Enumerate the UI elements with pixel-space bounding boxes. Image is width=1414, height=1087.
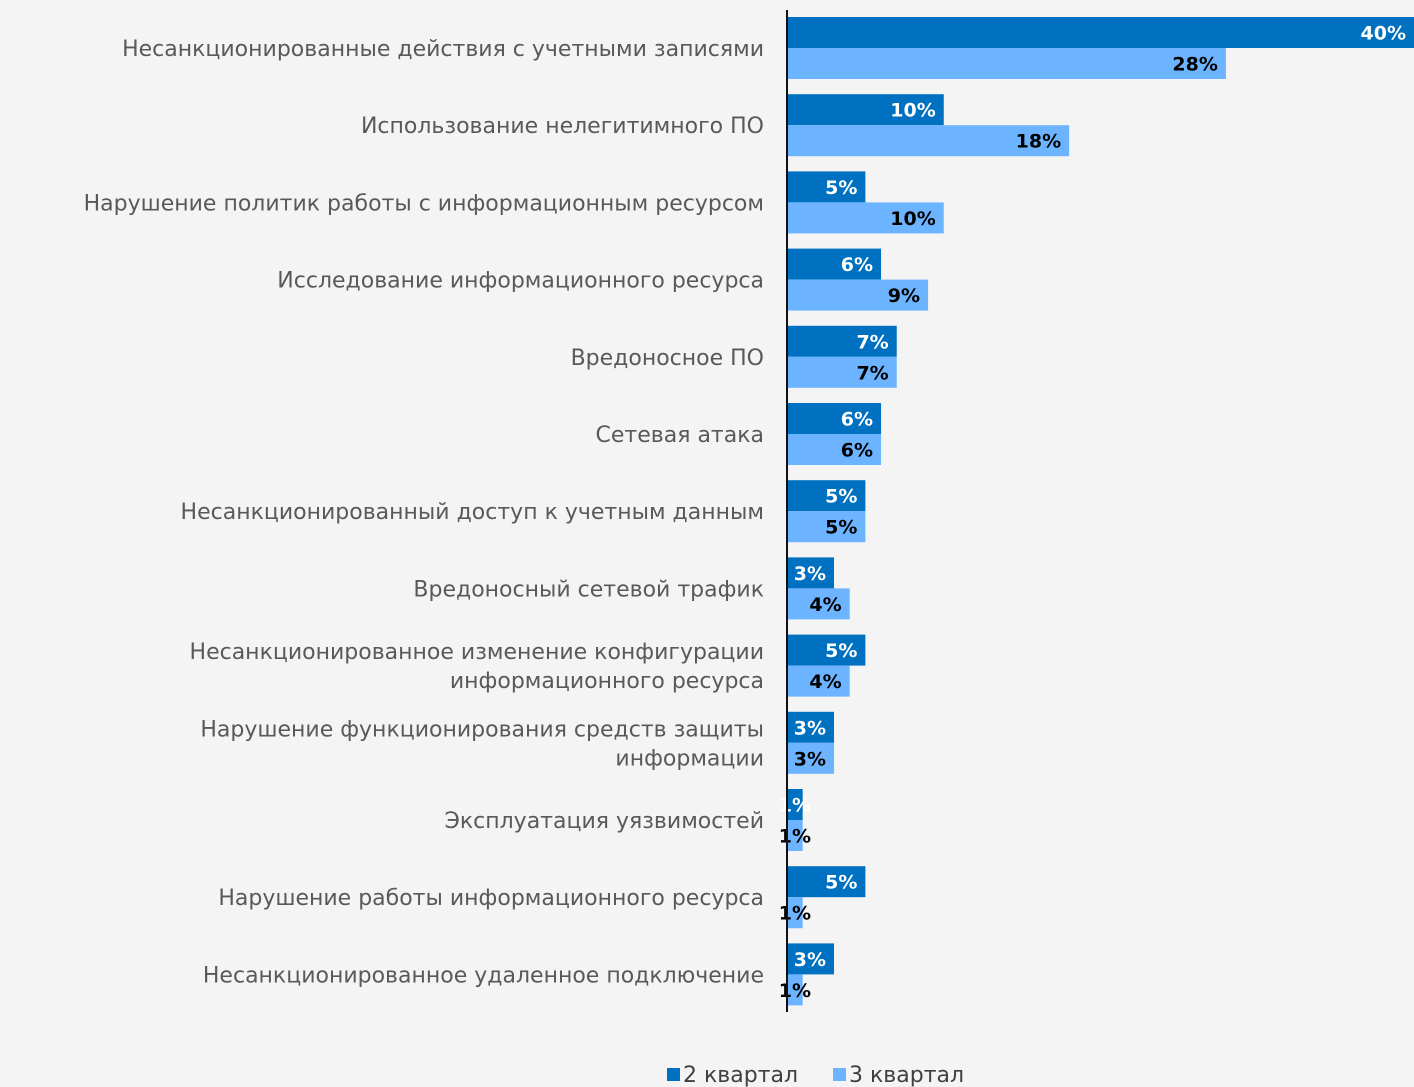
value-label: 6% [841,409,873,431]
value-label: 1% [779,980,811,1002]
legend-swatch [667,1068,680,1081]
category-label: информации [615,746,764,771]
value-label: 5% [825,872,857,894]
bar-q3 [787,202,944,234]
bar-q3 [787,48,1226,79]
value-label: 18% [1016,131,1061,153]
legend-label: 3 квартал [849,1063,964,1087]
bar-q2 [787,171,866,203]
category-label: Нарушение функционирования средств защит… [200,717,764,742]
bar-q3 [787,820,803,851]
value-label: 1% [779,826,811,848]
value-label: 5% [825,177,857,199]
value-label: 1% [779,903,811,925]
value-label: 40% [1361,23,1406,45]
bar-q2 [787,634,866,666]
legend: 2 квартал 3 квартал [667,1063,964,1087]
value-label: 7% [856,362,888,384]
value-label: 5% [825,486,857,508]
value-label: 4% [809,594,841,616]
category-label: Нарушение работы информационного ресурса [218,886,764,911]
category-label: Несанкционированное удаленное подключени… [203,963,764,988]
value-label: 3% [794,748,826,770]
category-labels: Несанкционированные действия с учетными … [84,37,764,988]
bar-q3 [787,974,803,1006]
bar-q3 [787,897,803,929]
value-label: 10% [890,100,935,122]
bar-q3 [787,588,850,620]
bar-q3 [787,742,835,774]
category-label: Использование нелегитимного ПО [361,114,764,139]
category-label: Сетевая атака [596,423,764,448]
value-label: 3% [794,717,826,739]
bar-q3 [787,356,897,388]
bar-q2 [787,711,835,743]
bar-q2 [787,866,866,898]
bar-q3 [787,434,882,465]
bar-q2 [787,248,882,280]
value-label: 6% [841,440,873,462]
value-label: 6% [841,254,873,276]
bar-q3 [787,125,1070,157]
legend-swatch [833,1068,846,1081]
bar-q3 [787,279,929,311]
category-label: Несанкционированные действия с учетными … [122,37,764,62]
bar-q2 [787,403,882,434]
category-label: информационного ресурса [450,669,764,694]
bar-q2 [787,557,835,589]
category-label: Вредоносное ПО [571,346,764,371]
bar-q2 [787,325,897,357]
category-label: Несанкционированное изменение конфигурац… [190,640,764,665]
bars-layer: 40% 28% 10% 18% 5% 10% 6% 9% 7% 7% 6% 6% 5% 5% 3% 4% 5% 4… [779,17,1414,1006]
bar-q3 [787,511,866,543]
value-label: 7% [856,331,888,353]
category-label: Исследование информационного ресурса [277,269,764,294]
bar-q2 [787,943,835,975]
value-label: 3% [794,949,826,971]
category-label: Несанкционированный доступ к учетным дан… [181,500,764,525]
bar-q2 [787,480,866,512]
bar-q2 [787,789,803,820]
value-label: 5% [825,640,857,662]
category-label: Эксплуатация уязвимостей [444,809,764,834]
legend-label: 2 квартал [683,1063,798,1087]
value-label: 28% [1172,54,1217,76]
value-label: 10% [890,208,935,230]
category-label: Нарушение политик работы с информационны… [84,191,764,216]
bar-q2 [787,17,1414,48]
value-label: 3% [794,563,826,585]
value-label: 5% [825,517,857,539]
category-label: Вредоносный сетевой трафик [413,577,764,602]
bar-q2 [787,94,944,126]
value-label: 4% [809,671,841,693]
value-label: 9% [888,285,920,307]
bar-q3 [787,665,850,697]
value-label: 1% [779,795,811,817]
